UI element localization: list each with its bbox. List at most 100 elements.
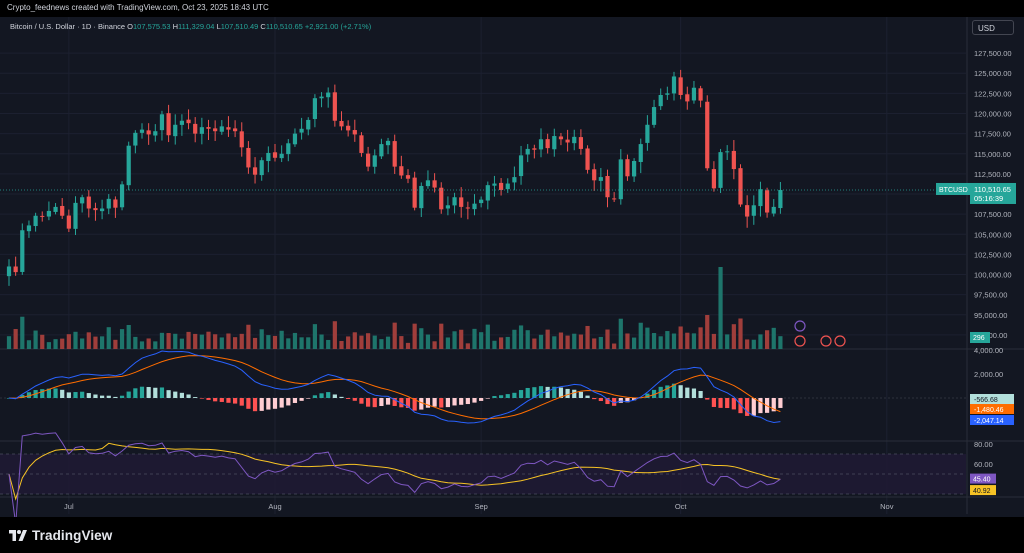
high-value: 111,329.04 xyxy=(178,22,215,31)
macd-histogram-bar xyxy=(119,395,125,398)
volume-bar xyxy=(632,337,637,349)
volume-bar xyxy=(492,340,497,349)
low-value: 107,510.49 xyxy=(220,22,259,31)
macd-histogram-bar xyxy=(93,394,98,398)
volume-badge xyxy=(970,332,990,343)
macd-histogram-bar xyxy=(233,398,238,404)
macd-histogram-bar xyxy=(605,398,610,405)
macd-histogram-bar xyxy=(372,398,377,408)
caption-bar: Crypto_feednews created with TradingView… xyxy=(0,0,1024,17)
macd-histogram-bar xyxy=(552,386,557,398)
candle-body xyxy=(512,177,517,183)
macd-histogram-bar xyxy=(193,397,198,398)
macd-histogram-bar xyxy=(292,398,298,403)
candle-body xyxy=(6,266,12,277)
candle-body xyxy=(419,185,424,209)
candle-body xyxy=(252,167,258,175)
volume-bar xyxy=(106,327,111,349)
macd-histogram-bar xyxy=(658,386,663,398)
ticker-badge-text: BTCUSD xyxy=(939,187,968,194)
y-tick-label: 100,000.00 xyxy=(974,271,1012,280)
y-tick-label: 115,000.00 xyxy=(974,150,1011,159)
macd-histogram-bar xyxy=(525,387,530,398)
volume-bar xyxy=(359,335,364,349)
macd-histogram-bar xyxy=(718,398,723,408)
macd-histogram-bar xyxy=(771,398,776,412)
macd-histogram-bar xyxy=(385,398,391,405)
volume-bar xyxy=(366,333,371,349)
candle-body xyxy=(93,208,98,211)
macd-histogram-bar xyxy=(419,398,424,410)
candle-body xyxy=(259,160,264,176)
candle-body xyxy=(612,198,617,200)
candle-body xyxy=(40,215,45,217)
macd-histogram-bar xyxy=(332,394,337,398)
macd-tick-label: 2,000.00 xyxy=(974,370,1003,379)
high-label: H xyxy=(172,22,179,31)
y-tick-label: 102,500.00 xyxy=(974,250,1012,259)
candle-body xyxy=(778,189,783,209)
macd-histogram-bar xyxy=(585,395,590,398)
macd-histogram-bar xyxy=(452,398,457,406)
macd-histogram-bar xyxy=(139,386,145,398)
volume-bar xyxy=(352,332,357,349)
candle-body xyxy=(718,152,723,188)
macd-pane xyxy=(0,350,966,424)
macd-histogram-bar xyxy=(366,398,371,407)
macd-histogram-bar xyxy=(778,398,783,408)
macd-histogram-bar xyxy=(146,387,151,398)
rsi-tick-label: 60.00 xyxy=(974,460,993,469)
macd-histogram-bar xyxy=(685,387,690,398)
candle-body xyxy=(119,184,125,208)
candle-body xyxy=(133,132,138,146)
candle-body xyxy=(711,169,716,189)
candle-body xyxy=(226,127,231,130)
tradingview-logo[interactable]: TradingView xyxy=(9,528,112,543)
candle-body xyxy=(66,215,71,229)
candle-body xyxy=(678,77,683,95)
volume-bar xyxy=(638,322,643,349)
macd-histogram-bar xyxy=(346,398,351,399)
candle-body xyxy=(113,199,118,208)
candle-body xyxy=(518,155,524,177)
candle-body xyxy=(605,176,610,198)
candle-body xyxy=(306,119,311,130)
candle-body xyxy=(239,131,244,148)
candle-body xyxy=(26,225,32,232)
candle-body xyxy=(139,129,145,133)
candle-body xyxy=(572,136,577,144)
macd-badge-text: -1,480.46 xyxy=(974,407,1004,414)
macd-histogram-bar xyxy=(166,390,171,398)
volume-bar xyxy=(153,341,158,349)
volume-bar xyxy=(213,334,218,349)
y-tick-label: 105,000.00 xyxy=(974,230,1012,239)
candle-body xyxy=(532,148,537,150)
macd-histogram-bar xyxy=(651,389,657,398)
footer-bar xyxy=(0,517,1024,553)
candle-body xyxy=(326,92,331,98)
macd-histogram-bar xyxy=(392,398,397,406)
caption-text: Crypto_feednews created with TradingView… xyxy=(7,3,269,12)
candle-body xyxy=(658,94,663,107)
macd-histogram-bar xyxy=(299,398,304,401)
y-tick-label: 97,500.00 xyxy=(974,291,1007,300)
macd-histogram-bar xyxy=(632,398,637,401)
candle-body xyxy=(765,190,770,213)
volume-bar xyxy=(432,341,437,349)
volume-bar xyxy=(751,339,756,349)
macd-histogram-bar xyxy=(439,398,444,408)
volume-bar xyxy=(40,334,45,349)
volume-bar xyxy=(252,337,258,349)
macd-histogram-bar xyxy=(306,398,311,399)
y-tick-label: 125,000.00 xyxy=(974,69,1012,78)
volume-bar xyxy=(445,337,450,349)
volume-bar xyxy=(625,333,630,349)
macd-line xyxy=(8,350,781,424)
macd-histogram-bar xyxy=(538,386,544,398)
volume-bar xyxy=(651,333,657,349)
currency-button[interactable]: USD xyxy=(972,20,1014,35)
y-tick-label: 95,000.00 xyxy=(974,311,1007,320)
macd-histogram-bar xyxy=(312,395,317,398)
candle-body xyxy=(731,150,736,170)
